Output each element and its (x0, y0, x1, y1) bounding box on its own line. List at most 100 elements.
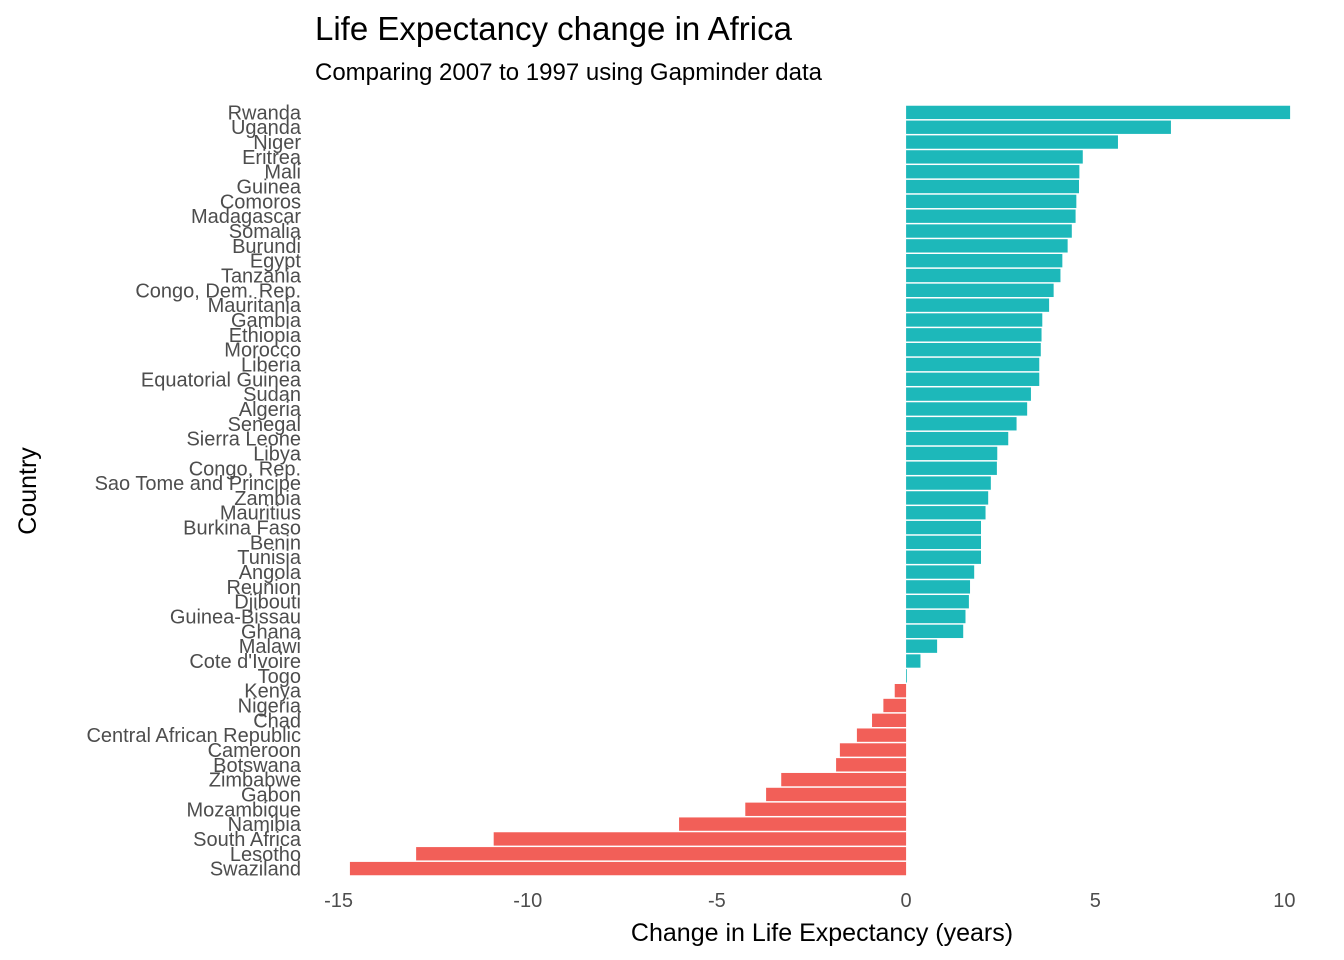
bar-south-africa (493, 832, 907, 846)
y-tick-label: Uganda (231, 117, 302, 139)
bar-sao-tome-and-principe (906, 476, 991, 490)
bar-benin (906, 535, 981, 550)
y-tick-label: Madagascar (191, 206, 301, 228)
bar-guinea-bissau (906, 609, 966, 624)
bar-tunisia (906, 550, 981, 564)
y-tick-label: Angola (239, 562, 302, 584)
y-tick-label: Mauritania (208, 295, 302, 317)
y-tick-label: Morocco (224, 340, 301, 362)
y-tick-label: Burkina Faso (183, 518, 301, 540)
y-axis-label: Country (14, 447, 42, 535)
y-tick-label: Sudan (243, 384, 301, 406)
y-tick-label: Congo, Rep. (189, 458, 301, 480)
y-tick-label: Somalia (229, 221, 302, 243)
bar-cameroon (839, 743, 907, 757)
y-tick-label: Zambia (234, 488, 302, 510)
bar-malawi (906, 639, 938, 653)
x-tick-label: 5 (1090, 890, 1101, 912)
y-tick-label: Burundi (232, 236, 301, 258)
y-tick-label: Togo (258, 666, 301, 688)
bar-djibouti (906, 595, 969, 609)
y-tick-label: Ghana (241, 621, 302, 643)
y-tick-label: Benin (250, 532, 301, 554)
bar-niger (906, 135, 1118, 149)
bar-gabon (766, 787, 907, 802)
y-tick-label: Equatorial Guinea (141, 369, 302, 391)
y-tick-label: Gabon (241, 784, 301, 806)
bar-zambia (906, 491, 989, 505)
y-tick-label: South Africa (193, 829, 302, 851)
bar-angola (906, 565, 975, 579)
bar-kenya (894, 683, 907, 698)
bar-mauritania (906, 298, 1050, 312)
bar-gambia (906, 313, 1043, 327)
y-tick-label: Comoros (220, 191, 301, 213)
x-tick-labels: -15 -10 -5 0 5 10 (324, 890, 1295, 912)
y-tick-label: Malawi (239, 636, 301, 658)
bar-mauritius (906, 506, 986, 520)
y-tick-label: Tunisia (237, 547, 302, 569)
y-tick-label: Gambia (231, 310, 302, 332)
bar-mozambique (745, 802, 907, 816)
bar-botswana (836, 758, 907, 772)
bar-togo (906, 669, 907, 683)
y-tick-label: Rwanda (228, 102, 302, 124)
bar-central-african-republic (856, 728, 907, 742)
x-tick-label: -10 (513, 890, 542, 912)
y-tick-label: Djibouti (234, 592, 301, 614)
y-tick-label: Nigeria (238, 695, 302, 717)
y-tick-label: Namibia (228, 814, 302, 836)
bar-tanzania (906, 268, 1061, 283)
bar-libya (906, 446, 998, 461)
bar-algeria (906, 402, 1028, 416)
bar-madagascar (906, 209, 1076, 223)
bar-cote-d-ivoire (906, 654, 921, 668)
y-tick-label: Lesotho (230, 844, 301, 866)
y-tick-label: Congo, Dem. Rep. (135, 280, 301, 302)
bar-congo-dem-rep- (906, 283, 1054, 298)
y-tick-labels: RwandaUgandaNigerEritreaMaliGuineaComoro… (86, 102, 301, 880)
bar-comoros (906, 194, 1077, 209)
bar-nigeria (883, 698, 907, 713)
bar-burundi (906, 239, 1068, 253)
y-tick-label: Botswana (213, 755, 302, 777)
y-tick-label: Sierra Leone (186, 429, 301, 451)
bar-swaziland (349, 861, 907, 876)
y-tick-label: Mali (264, 162, 301, 184)
bar-namibia (679, 817, 907, 831)
x-tick-label: 10 (1273, 890, 1295, 912)
y-tick-label: Guinea (237, 177, 302, 199)
bar-rwanda (906, 105, 1291, 120)
bar-chad (872, 713, 907, 727)
bar-morocco (906, 342, 1041, 357)
bars-layer (349, 105, 1291, 876)
y-tick-label: Egypt (250, 251, 302, 273)
bar-sierra-leone (906, 431, 1009, 446)
bar-uganda (906, 120, 1171, 134)
y-tick-label: Central African Republic (86, 725, 301, 747)
y-tick-label: Guinea-Bissau (170, 607, 301, 629)
y-tick-label: Kenya (244, 681, 302, 703)
y-tick-label: Swaziland (210, 859, 301, 881)
chart-subtitle: Comparing 2007 to 1997 using Gapminder d… (315, 59, 822, 86)
bar-senegal (906, 417, 1017, 431)
x-tick-label: -5 (708, 890, 726, 912)
y-tick-label: Mozambique (186, 799, 301, 821)
bar-mali (906, 165, 1080, 179)
bar-liberia (906, 357, 1040, 372)
y-tick-label: Liberia (241, 354, 302, 376)
y-tick-label: Libya (253, 443, 302, 465)
bar-equatorial-guinea (906, 372, 1040, 386)
y-tick-label: Reunion (226, 577, 301, 599)
y-tick-label: Niger (253, 132, 301, 154)
bar-zimbabwe (781, 772, 907, 787)
y-tick-label: Tanzania (221, 266, 302, 288)
y-tick-label: Cameroon (208, 740, 301, 762)
bar-somalia (906, 224, 1072, 238)
bar-ethiopia (906, 328, 1042, 342)
y-tick-label: Mauritius (220, 503, 301, 525)
x-tick-label: 0 (901, 890, 912, 912)
bar-lesotho (416, 847, 907, 861)
